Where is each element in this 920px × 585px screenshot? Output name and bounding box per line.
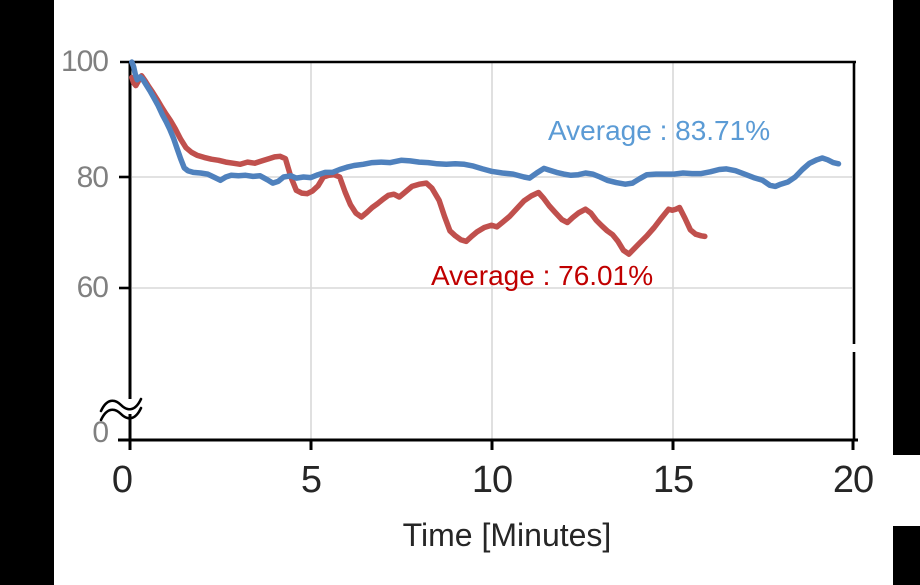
y-tick-label-60: 60 (76, 271, 109, 304)
blue-series-line (129, 59, 842, 190)
axis-break-wave-bottom (99, 406, 143, 422)
x-tick-label-15: 15 (652, 459, 694, 501)
y-tick-label-0: 0 (92, 416, 109, 449)
axes (118, 60, 858, 450)
blue-average-annotation: Average : 83.71% (548, 115, 771, 146)
axis-break-mask (125, 399, 135, 414)
right-black-bar-lower (893, 526, 920, 585)
x-axis-title: Time [Minutes] (402, 517, 612, 553)
y-tick-label-100: 100 (60, 45, 109, 78)
x-tick-label-20: 20 (832, 459, 874, 501)
x-tick-label-0: 0 (111, 459, 133, 501)
right-black-bar-upper (893, 0, 920, 455)
series-group (129, 59, 842, 257)
axis-break-wave-top (99, 397, 143, 413)
red-series-line (129, 73, 708, 257)
x-tick-label-10: 10 (471, 459, 513, 501)
y-tick-label-80: 80 (76, 161, 109, 194)
red-average-annotation: Average : 76.01% (431, 260, 654, 291)
left-black-bar (0, 0, 54, 585)
x-tick-label-5: 5 (300, 459, 322, 501)
y-axis-break-mark (99, 397, 143, 422)
